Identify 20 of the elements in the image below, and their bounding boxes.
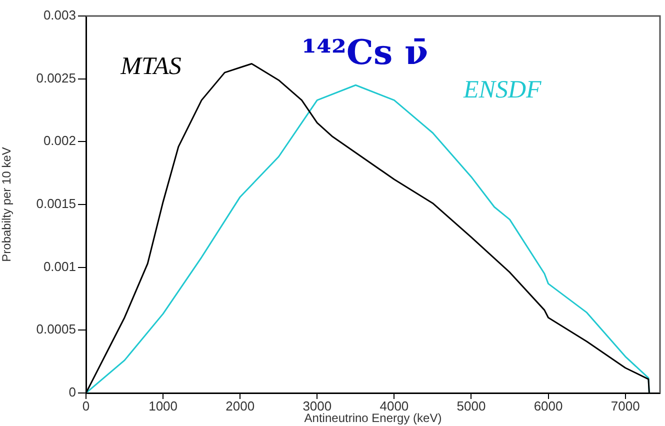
- y-tick-label: 0.003: [43, 8, 76, 23]
- x-tick-label: 4000: [380, 398, 409, 414]
- y-tick-label: 0.0005: [36, 322, 76, 337]
- series-label: MTAS: [120, 52, 182, 80]
- y-tick-label: 0.002: [43, 133, 76, 148]
- x-tick-label: 2000: [226, 398, 255, 414]
- y-axis-title: Probabilty per 10 keV: [0, 147, 14, 262]
- text: ¹⁴²Cs ν̄: [302, 32, 428, 73]
- x-tick-label: 3000: [302, 398, 332, 414]
- y-tick-label: 0.0015: [36, 196, 76, 212]
- x-axis-title: Antineutrino Energy (keV): [304, 411, 442, 426]
- x-tick-label: 6000: [534, 398, 563, 414]
- x-tick-label: 0: [82, 398, 90, 414]
- x-tick-label: 1000: [148, 398, 178, 414]
- y-tick-label: 0: [68, 384, 76, 400]
- y-tick-label: 0.0025: [36, 70, 76, 86]
- series-label: ENSDF: [462, 76, 542, 104]
- x-tick-label: 5000: [456, 398, 486, 414]
- x-tick-label: 7000: [610, 398, 640, 414]
- y-tick-label: 0.001: [43, 258, 76, 274]
